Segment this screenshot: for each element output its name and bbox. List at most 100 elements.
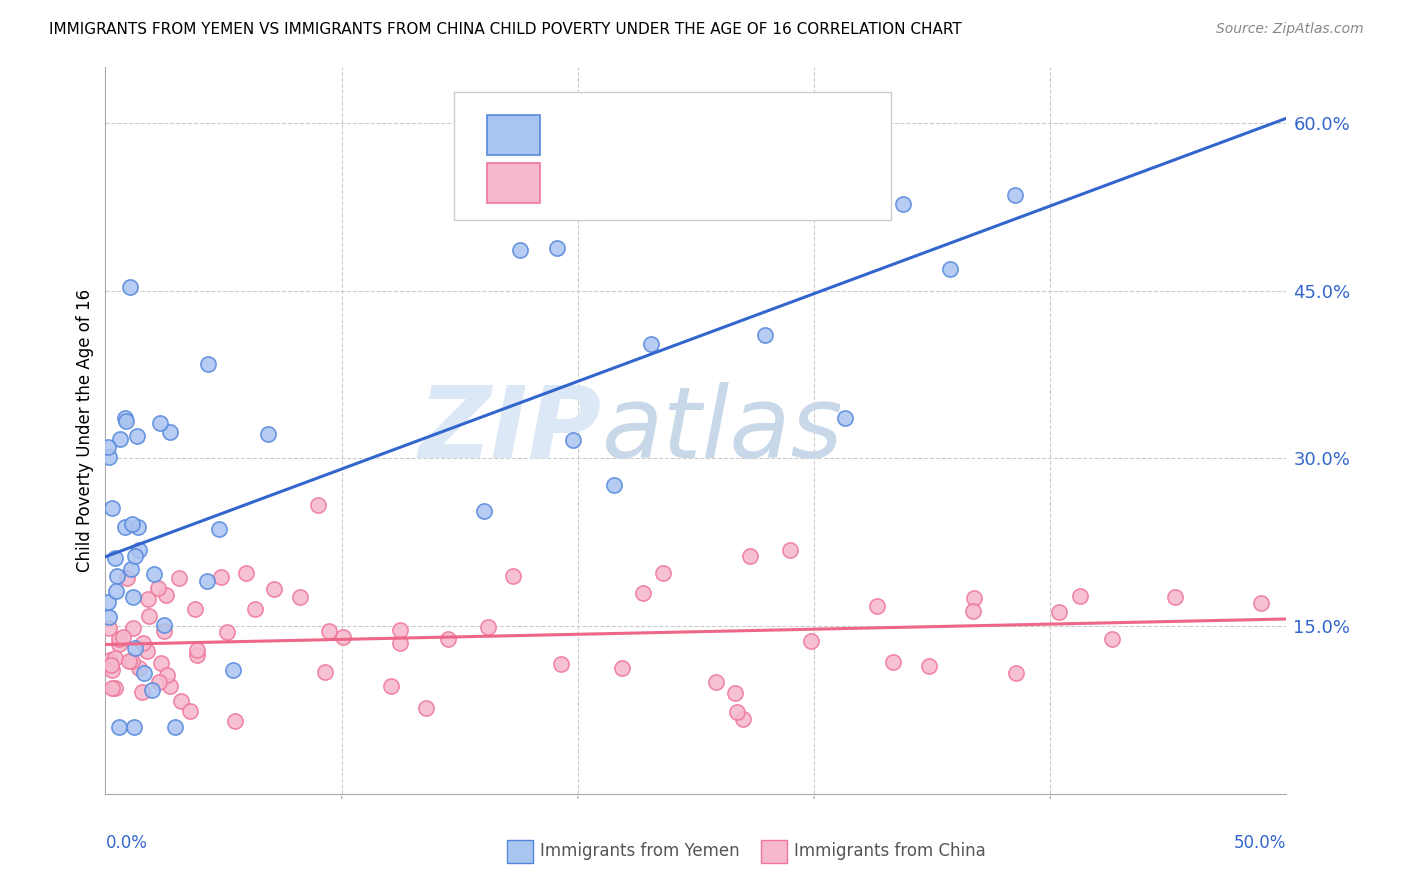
Point: [222, 664, 245, 678]
Point: [502, 569, 524, 583]
Point: [159, 425, 181, 440]
Point: [104, 550, 127, 565]
Point: [415, 701, 437, 715]
Point: [118, 280, 141, 294]
Point: [939, 261, 962, 276]
Point: [97, 595, 120, 609]
Point: [1250, 596, 1272, 610]
Point: [170, 694, 193, 708]
Point: [136, 591, 159, 606]
Point: [546, 241, 568, 255]
Text: Immigrants from China: Immigrants from China: [794, 842, 986, 860]
Point: [731, 712, 754, 726]
Point: [1101, 632, 1123, 647]
Point: [156, 668, 179, 682]
Point: [124, 549, 146, 563]
Text: ZIP: ZIP: [419, 382, 602, 479]
Point: [332, 630, 354, 644]
Point: [101, 681, 124, 695]
Point: [100, 501, 122, 516]
Point: [97, 450, 120, 464]
Point: [132, 635, 155, 649]
Point: [141, 682, 163, 697]
Point: [610, 661, 633, 675]
Bar: [486, 163, 540, 203]
Point: [197, 357, 219, 371]
Point: [256, 426, 278, 441]
Point: [104, 583, 127, 598]
Point: [209, 569, 232, 583]
Point: [114, 520, 136, 534]
Point: [1004, 188, 1026, 202]
Text: atlas: atlas: [602, 382, 844, 479]
Point: [118, 654, 141, 668]
Point: [121, 517, 143, 532]
Point: [243, 602, 266, 616]
Point: [477, 620, 499, 634]
Point: [962, 591, 984, 606]
Text: Source: ZipAtlas.com: Source: ZipAtlas.com: [1216, 22, 1364, 37]
Point: [603, 478, 626, 492]
Text: IMMIGRANTS FROM YEMEN VS IMMIGRANTS FROM CHINA CHILD POVERTY UNDER THE AGE OF 16: IMMIGRANTS FROM YEMEN VS IMMIGRANTS FROM…: [49, 22, 962, 37]
Point: [866, 599, 889, 613]
Point: [114, 410, 136, 425]
Point: [124, 640, 146, 655]
Text: R =  0.271  N = 73: R = 0.271 N = 73: [554, 174, 738, 192]
Point: [186, 648, 208, 663]
Point: [122, 590, 145, 604]
Point: [834, 410, 856, 425]
Point: [1069, 589, 1091, 603]
Point: [197, 574, 219, 589]
Point: [101, 663, 124, 677]
Point: [962, 603, 984, 617]
Point: [108, 637, 131, 651]
Point: [882, 655, 904, 669]
Point: [108, 632, 131, 647]
Point: [138, 608, 160, 623]
Point: [224, 714, 246, 729]
Point: [754, 328, 776, 343]
Point: [148, 581, 170, 595]
Point: [314, 665, 336, 679]
Point: [104, 681, 127, 695]
Point: [509, 243, 531, 257]
Point: [550, 657, 572, 672]
Point: [740, 549, 762, 563]
Point: [1164, 590, 1187, 604]
Point: [128, 661, 150, 675]
Point: [186, 642, 208, 657]
Point: [437, 632, 460, 646]
Point: [136, 644, 159, 658]
Point: [179, 705, 201, 719]
Point: [779, 542, 801, 557]
Point: [389, 636, 412, 650]
Point: [149, 416, 172, 430]
Bar: [508, 839, 533, 863]
Point: [651, 566, 673, 580]
Bar: [761, 839, 787, 863]
Point: [318, 624, 340, 638]
Point: [115, 414, 138, 428]
Point: [134, 665, 156, 680]
Point: [155, 588, 177, 602]
Point: [121, 654, 143, 668]
Point: [562, 433, 585, 447]
Bar: [486, 114, 540, 154]
Point: [163, 720, 186, 734]
Point: [98, 653, 121, 667]
Point: [112, 630, 135, 644]
Point: [918, 659, 941, 673]
Point: [307, 498, 329, 512]
Point: [725, 705, 748, 719]
Point: [120, 562, 142, 576]
Point: [159, 679, 181, 693]
Point: [97, 441, 120, 455]
Point: [153, 618, 176, 632]
Point: [104, 651, 127, 665]
Point: [389, 623, 412, 637]
Point: [148, 675, 170, 690]
Point: [640, 336, 662, 351]
Point: [142, 566, 165, 581]
Point: [115, 571, 138, 585]
Point: [215, 625, 238, 640]
